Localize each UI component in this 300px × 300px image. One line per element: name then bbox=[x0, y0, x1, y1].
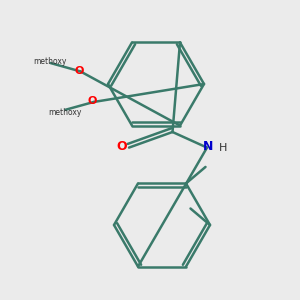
Text: methoxy: methoxy bbox=[34, 57, 67, 66]
Text: methoxy: methoxy bbox=[49, 108, 82, 117]
Text: O: O bbox=[74, 66, 84, 76]
Text: O: O bbox=[87, 96, 97, 106]
Text: O: O bbox=[116, 140, 127, 153]
Text: H: H bbox=[219, 142, 228, 153]
Text: N: N bbox=[203, 140, 214, 153]
